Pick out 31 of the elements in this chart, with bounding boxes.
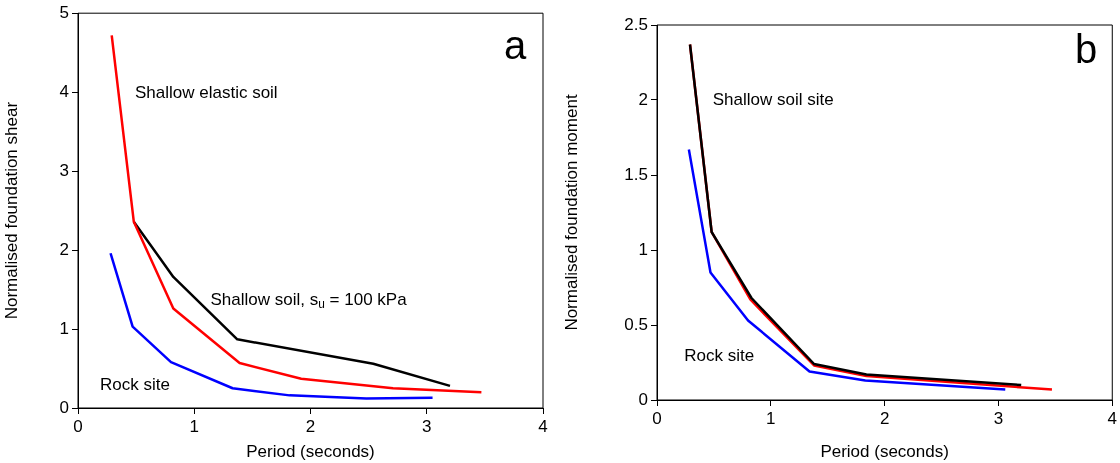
annotation: b [1074,27,1098,72]
y-tick-label: 0.5 [624,314,648,334]
y-axis-title: Normalised foundation shear [1,101,21,320]
y-tick-label: 2 [59,239,69,259]
x-tick-label: 3 [993,408,1004,428]
annotation: a [503,22,527,67]
y-tick-label: 4 [59,81,69,101]
annotation: Shallow soil site [712,89,834,109]
y-tick-label: 0 [638,389,648,409]
x-tick-label: 1 [189,416,199,436]
x-tick-label: 0 [652,408,662,428]
x-axis-title: Period (seconds) [246,442,375,462]
y-tick-label: 3 [59,160,69,180]
annotation: Rock site [100,374,171,394]
x-tick-label: 4 [538,416,548,436]
x-tick-label: 4 [1107,408,1118,428]
x-tick-label: 0 [73,416,83,436]
x-axis-title: Period (seconds) [820,442,949,462]
x-tick-label: 2 [305,416,316,436]
y-tick-label: 2 [638,89,648,109]
x-tick-label: 3 [422,416,432,436]
annotation: Rock site [684,346,755,366]
annotation: Shallow elastic soil [134,83,278,103]
x-tick-label: 1 [766,408,776,428]
y-tick-label: 1 [59,318,69,338]
x-tick-label: 2 [879,408,890,428]
y-tick-label: 1.5 [624,164,648,184]
y-tick-label: 5 [59,2,69,22]
y-tick-label: 1 [638,239,648,259]
y-axis-title: Normalised foundation moment [561,94,581,331]
y-tick-label: 2.5 [624,14,648,34]
